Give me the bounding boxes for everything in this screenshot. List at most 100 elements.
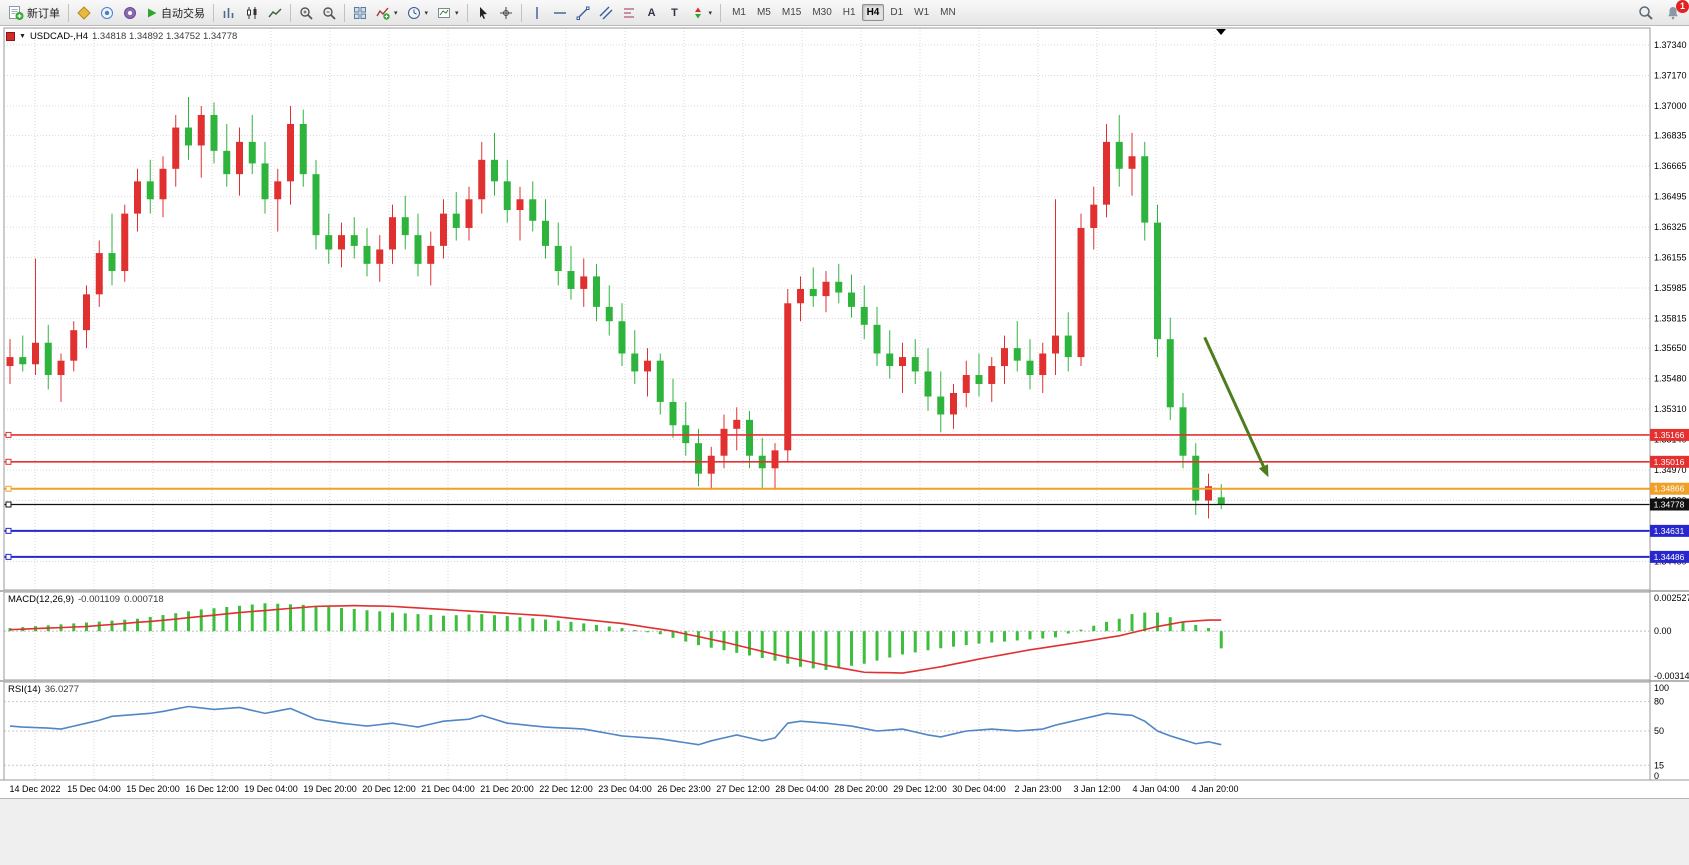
price-axis[interactable] [1650, 26, 1689, 780]
window-background [0, 798, 1689, 865]
fibonacci-icon [623, 8, 634, 17]
tile-windows-button[interactable] [349, 2, 371, 24]
svg-text:1.36495: 1.36495 [1654, 192, 1687, 202]
cursor-icon [479, 6, 487, 19]
svg-text:1.34778: 1.34778 [1654, 500, 1685, 510]
separator [290, 3, 291, 22]
chart-ohlc-values: 1.34818 1.34892 1.34752 1.34778 [92, 31, 238, 42]
svg-text:1.34631: 1.34631 [1654, 526, 1685, 536]
timeframe-w1[interactable]: W1 [914, 7, 930, 18]
channel-icon [599, 6, 613, 19]
zoom-out-icon [323, 6, 336, 20]
horizontal-line-icon [553, 11, 566, 14]
signals-button[interactable] [96, 2, 118, 24]
chevron-down-icon: ▾ [424, 9, 429, 17]
svg-text:1.37340: 1.37340 [1654, 40, 1687, 50]
svg-text:-0.003149: -0.003149 [1654, 671, 1689, 681]
bar-chart-button[interactable] [218, 2, 240, 24]
horizontal-line-tool-button[interactable] [549, 2, 571, 24]
svg-text:14 Dec 2022: 14 Dec 2022 [9, 784, 60, 794]
vertical-line-icon [535, 6, 538, 19]
separator [213, 3, 214, 22]
trendline-tool-button[interactable] [572, 2, 594, 24]
market-button[interactable] [73, 2, 95, 24]
trendline-icon [576, 6, 590, 20]
svg-text:19 Dec 04:00: 19 Dec 04:00 [244, 784, 298, 794]
svg-text:15 Dec 04:00: 15 Dec 04:00 [67, 784, 121, 794]
svg-text:21 Dec 04:00: 21 Dec 04:00 [421, 784, 475, 794]
svg-text:26 Dec 23:00: 26 Dec 23:00 [657, 784, 711, 794]
rsi-info-bar: RSI(14) 36.0277 [8, 684, 79, 695]
separator [720, 3, 722, 22]
timeframe-d1[interactable]: D1 [890, 7, 904, 18]
auto-trading-button[interactable]: 自动交易 [142, 2, 209, 24]
timeframe-m5[interactable]: M5 [756, 7, 771, 18]
price-line-label [1650, 455, 1689, 468]
crosshair-button[interactable] [495, 2, 517, 24]
auto-trading-label: 自动交易 [161, 7, 205, 20]
price-line-label [1650, 482, 1689, 495]
vertical-line-tool-button[interactable] [526, 2, 548, 24]
candlesticks[interactable] [6, 97, 1225, 519]
macd-info-bar: MACD(12,26,9) -0.001109 0.000718 [8, 594, 164, 605]
community-button[interactable] [119, 2, 141, 24]
text-tool-button[interactable]: A [641, 2, 663, 24]
separator [520, 3, 522, 22]
trend-arrow[interactable] [1203, 336, 1265, 467]
svg-text:19 Dec 20:00: 19 Dec 20:00 [303, 784, 357, 794]
timeframe-h4[interactable]: H4 [861, 4, 885, 21]
svg-text:21 Dec 20:00: 21 Dec 20:00 [480, 784, 534, 794]
toolbar-right: 1 [1634, 0, 1689, 24]
svg-text:1.35650: 1.35650 [1654, 343, 1687, 353]
chart-shift-marker[interactable] [1216, 29, 1226, 35]
new-order-button[interactable]: 新订单 [4, 2, 64, 24]
svg-text:3 Jan 12:00: 3 Jan 12:00 [1073, 784, 1120, 794]
fibonacci-tool-button[interactable] [618, 2, 640, 24]
chevron-down-icon: ▾ [455, 9, 459, 17]
expand-arrow-icon[interactable]: ▼ [19, 33, 26, 40]
time-axis[interactable] [0, 780, 1689, 798]
timeframe-m30[interactable]: M30 [812, 7, 832, 18]
svg-text:2 Jan 23:00: 2 Jan 23:00 [1014, 784, 1061, 794]
svg-text:1.36155: 1.36155 [1654, 253, 1687, 263]
timeframe-m1[interactable]: M1 [732, 7, 746, 18]
macd-main-value: -0.001109 [78, 594, 121, 605]
rsi-value: 36.0277 [44, 684, 80, 695]
text-label-icon: T [671, 6, 678, 19]
new-order-icon [9, 5, 24, 20]
timeframe-mn[interactable]: MN [940, 7, 956, 18]
svg-text:28 Dec 04:00: 28 Dec 04:00 [775, 784, 829, 794]
indicators-button[interactable]: ▾ [372, 2, 402, 24]
chart-symbol-period: USDCAD-,H4 [29, 31, 88, 42]
search-button[interactable] [1634, 2, 1657, 24]
one-click-trading-icon[interactable] [6, 32, 15, 41]
periods-button[interactable]: ▾ [403, 2, 433, 24]
templates-button[interactable]: ▾ [433, 2, 463, 24]
line-chart-button[interactable] [264, 2, 286, 24]
timeframe-h1[interactable]: H1 [842, 7, 856, 18]
zoom-in-button[interactable] [295, 2, 317, 24]
chevron-down-icon: ▾ [708, 9, 713, 17]
macd-signal-value: 0.000718 [124, 594, 164, 605]
cursor-button[interactable] [472, 2, 494, 24]
arrows-tool-button[interactable]: ▾ [687, 2, 717, 24]
svg-text:1.35480: 1.35480 [1654, 374, 1687, 384]
community-icon [124, 6, 136, 19]
chevron-down-icon: ▾ [394, 9, 398, 17]
text-label-tool-button[interactable]: T [664, 2, 686, 24]
svg-text:1.37170: 1.37170 [1654, 71, 1687, 81]
svg-text:29 Dec 12:00: 29 Dec 12:00 [893, 784, 947, 794]
zoom-out-button[interactable] [318, 2, 340, 24]
svg-text:1.34970: 1.34970 [1654, 465, 1687, 475]
svg-text:1.35166: 1.35166 [1654, 430, 1685, 440]
notifications-button[interactable]: 1 [1661, 0, 1689, 24]
chart-canvas[interactable]: 1.37340 1.37170 1.37000 1.36835 1.36665 1.364… [0, 26, 1689, 798]
channel-tool-button[interactable] [595, 2, 617, 24]
timeframe-m15[interactable]: M15 [781, 7, 802, 18]
svg-text:1.35985: 1.35985 [1654, 283, 1687, 293]
svg-text:15 Dec 20:00: 15 Dec 20:00 [126, 784, 180, 794]
candlestick-chart-button[interactable] [241, 2, 263, 24]
chart-info-bar: ▼ USDCAD-,H4 1.34818 1.34892 1.34752 1.3… [6, 31, 237, 42]
svg-text:100: 100 [1654, 683, 1669, 693]
tile-windows-icon [354, 6, 366, 19]
